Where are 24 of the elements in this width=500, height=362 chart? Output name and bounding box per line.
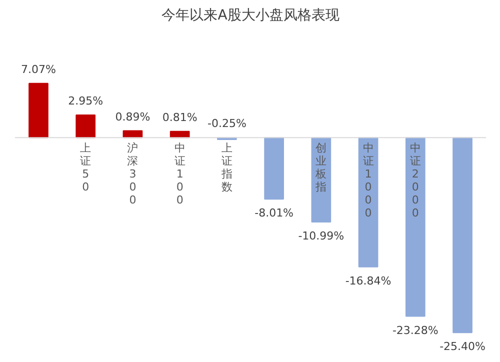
bar — [405, 137, 426, 317]
bar — [76, 114, 96, 138]
data-label: -16.84% — [345, 274, 392, 288]
data-label: 2.95% — [68, 94, 104, 108]
data-label: -23.28% — [392, 324, 438, 337]
x-tick-label: 中证2000 — [410, 141, 421, 220]
x-tick-label: 沪深300 — [127, 141, 138, 206]
bar — [264, 137, 284, 200]
data-label: 0.81% — [162, 110, 198, 124]
x-tick-label: 中证1000 — [362, 141, 374, 220]
bar — [358, 137, 378, 268]
x-tick-label: 中证100 — [174, 141, 186, 206]
x-tick-label: 上证指数 — [220, 141, 232, 194]
x-tick-label: 上证50 — [80, 141, 92, 194]
data-label: -8.01% — [254, 206, 294, 220]
data-label: -10.99% — [298, 229, 344, 242]
chart-title: 今年以来A股大小盘风格表现 — [162, 8, 340, 24]
bar — [28, 82, 48, 138]
x-tick-label: 创业板指 — [314, 141, 327, 194]
data-label: 0.89% — [115, 110, 150, 124]
data-label: -0.25% — [207, 117, 246, 130]
bar — [452, 137, 472, 334]
data-label: 7.07% — [21, 62, 56, 76]
data-label: -25.40% — [440, 340, 486, 354]
